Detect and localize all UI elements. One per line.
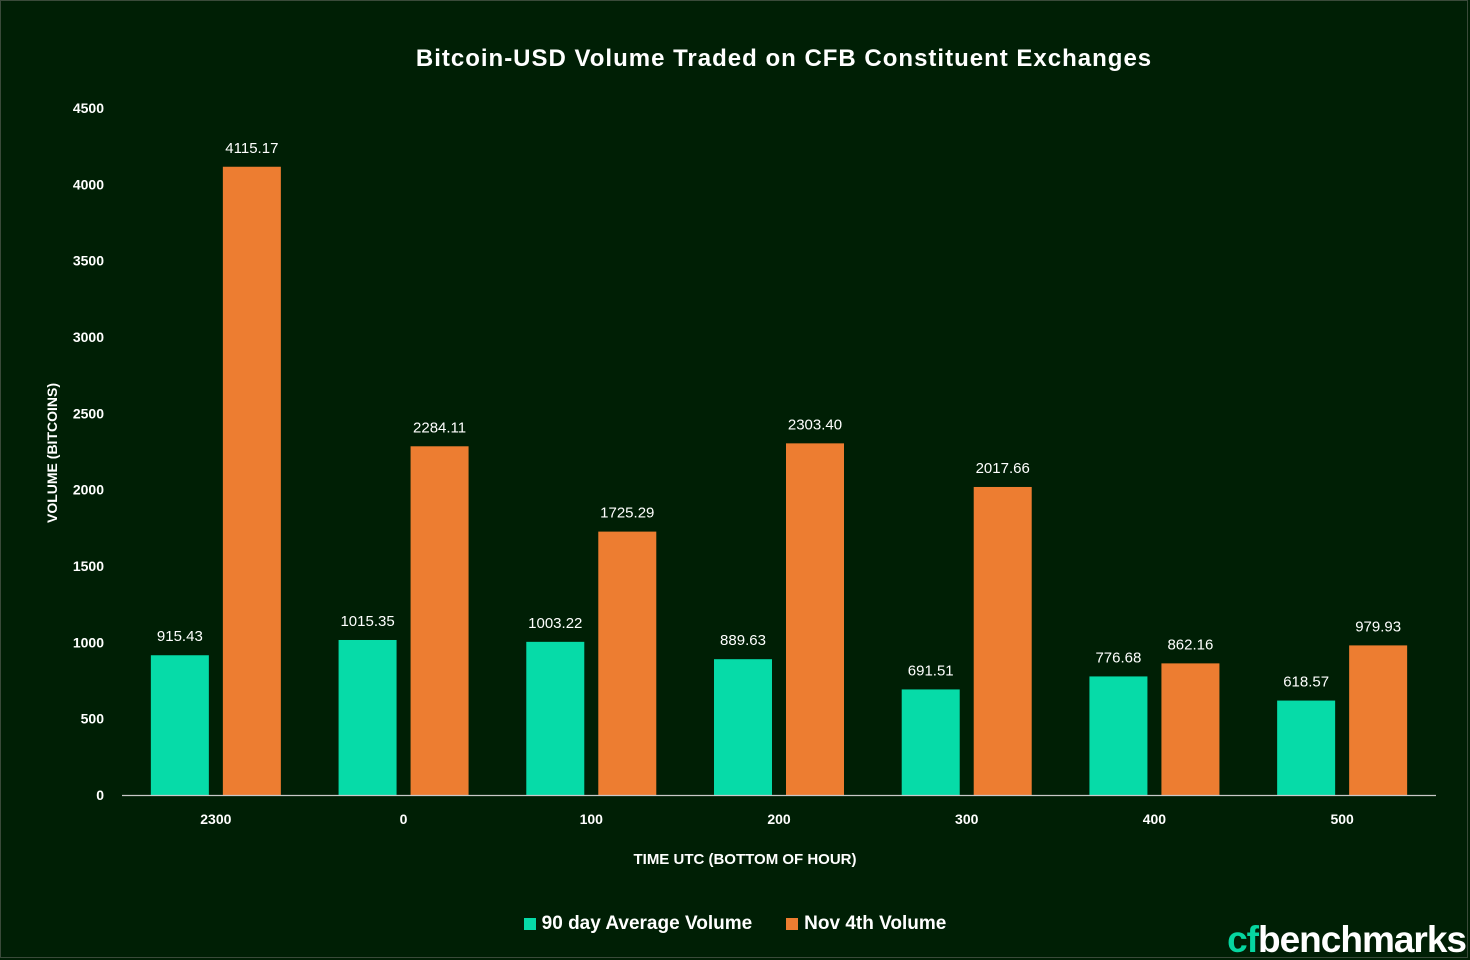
bar-nov4-0: [410, 446, 469, 795]
x-tick-labels: 2300 0 100 200 300 400 500: [200, 811, 1354, 827]
data-label-nov4-200: 2303.40: [788, 416, 842, 433]
data-label-avg-400: 776.68: [1095, 649, 1141, 666]
logo-benchmarks-text: benchmarks: [1258, 919, 1467, 960]
y-tick-label: 2500: [73, 405, 104, 421]
y-tick-label: 3000: [73, 329, 104, 345]
bar-avg-100: [526, 641, 585, 795]
x-axis-label: TIME UTC (BOTTOM OF HOUR): [633, 851, 856, 868]
data-label-avg-0: 1015.35: [340, 613, 394, 630]
y-tick-label: 0: [96, 787, 104, 803]
data-label-nov4-500: 979.93: [1355, 618, 1401, 635]
x-tick-label: 300: [955, 811, 979, 827]
cf-benchmarks-logo: cfbenchmarks: [1227, 919, 1467, 960]
data-label-nov4-2300: 4115.17: [225, 140, 278, 157]
legend-item-nov4: Nov 4th Volume: [786, 913, 946, 935]
bar-nov4-500: [1349, 645, 1408, 795]
y-tick-label: 500: [81, 711, 105, 727]
y-tick-label: 2000: [73, 482, 104, 498]
x-tick-label: 200: [767, 811, 791, 827]
data-label-nov4-100: 1725.29: [600, 505, 654, 522]
chart-title: Bitcoin-USD Volume Traded on CFB Constit…: [416, 45, 1152, 72]
y-tick-label: 4000: [73, 176, 104, 192]
x-tick-label: 400: [1143, 811, 1167, 827]
bars: [150, 166, 1408, 795]
bar-avg-300: [901, 689, 960, 795]
logo-cf-text: cf: [1227, 919, 1259, 960]
legend-item-avg: 90 day Average Volume: [523, 913, 753, 935]
x-tick-label: 100: [580, 811, 604, 827]
bar-nov4-2300: [222, 166, 281, 795]
value-labels: 915.43 4115.17 1015.35 2284.11 1003.22 1725.2…: [157, 140, 1401, 691]
data-label-avg-200: 889.63: [720, 632, 766, 649]
bar-nov4-200: [786, 443, 844, 795]
bar-nov4-400: [1161, 663, 1220, 795]
data-label-avg-300: 691.51: [908, 662, 954, 679]
y-tick-label: 4500: [73, 100, 104, 116]
x-tick-label: 0: [400, 811, 408, 827]
y-tick-label: 1500: [73, 558, 104, 574]
bar-avg-2300: [150, 655, 209, 795]
x-tick-label: 500: [1330, 811, 1354, 827]
y-tick-labels: 0 500 1000 1500 2000 2500 3000 3500 4000 4500: [73, 100, 104, 803]
bar-nov4-300: [973, 486, 1032, 795]
legend: 90 day Average Volume Nov 4th Volume: [0, 913, 1470, 935]
bar-avg-0: [338, 639, 397, 795]
data-label-nov4-400: 862.16: [1167, 636, 1213, 653]
bar-avg-400: [1089, 676, 1148, 795]
legend-swatch-nov4: [786, 918, 799, 930]
y-tick-label: 3500: [73, 253, 104, 269]
data-label-avg-500: 618.57: [1283, 674, 1329, 691]
data-label-nov4-300: 2017.66: [976, 460, 1030, 477]
bar-nov4-100: [598, 531, 657, 795]
data-label-avg-2300: 915.43: [157, 628, 203, 645]
data-label-avg-100: 1003.22: [528, 615, 582, 632]
bar-avg-200: [714, 659, 772, 795]
bar-avg-500: [1277, 700, 1336, 795]
legend-label-avg: 90 day Average Volume: [541, 913, 753, 934]
data-label-nov4-0: 2284.11: [413, 419, 466, 436]
legend-swatch-avg: [523, 918, 536, 930]
legend-label-nov4: Nov 4th Volume: [804, 913, 947, 934]
y-axis-label: VOLUME (BITCOINS): [44, 383, 60, 523]
y-tick-label: 1000: [73, 634, 104, 650]
x-tick-label: 2300: [200, 811, 231, 827]
